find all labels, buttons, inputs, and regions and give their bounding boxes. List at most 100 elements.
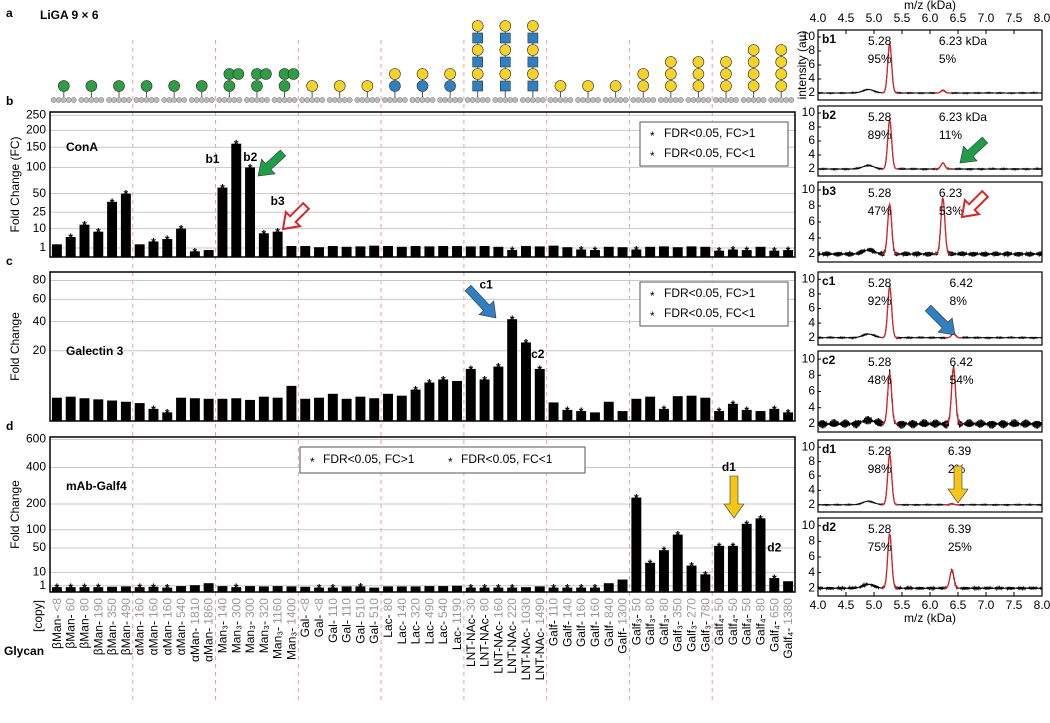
significance-star: * xyxy=(165,233,170,247)
bar xyxy=(189,251,200,257)
phage-bead xyxy=(138,97,145,103)
copy-number: 160 xyxy=(574,598,588,618)
glycan-unit xyxy=(637,68,650,80)
annotation: c2 xyxy=(531,347,545,361)
peak-fit xyxy=(881,533,899,589)
significance-star: * xyxy=(234,581,239,595)
copy-number: 80 xyxy=(754,598,768,612)
copy-number: 300 xyxy=(229,598,243,618)
x-tick-label: Gal- 110 xyxy=(340,598,354,643)
panel-label: b xyxy=(6,94,13,108)
arrow xyxy=(464,284,497,319)
bar xyxy=(534,586,545,592)
bar xyxy=(107,201,118,257)
phage-bead xyxy=(557,97,564,103)
bar xyxy=(120,586,131,592)
bar xyxy=(369,587,380,592)
x-tick-label: βMan- 490 xyxy=(119,598,133,656)
phage-bead xyxy=(492,97,499,103)
category-name: Lac- xyxy=(450,627,464,650)
bar xyxy=(658,550,669,592)
y-tick-label: 150 xyxy=(26,139,46,153)
category-name: Galf₄- xyxy=(767,621,781,652)
significance-star: * xyxy=(496,361,501,375)
bar xyxy=(562,409,573,421)
spectrum-trace xyxy=(817,533,1043,592)
glycan-unit xyxy=(57,80,70,92)
x-tick-label: 5.5 xyxy=(894,11,911,25)
significance-star: * xyxy=(151,581,156,595)
copy-number: 80 xyxy=(77,598,91,612)
significance-star: * xyxy=(689,560,694,574)
phage-bead xyxy=(121,97,127,103)
x-tick-label: 4.5 xyxy=(838,598,855,612)
copy-number: 1300 xyxy=(616,598,630,625)
significance-star: * xyxy=(772,245,777,259)
x-tick-label: LNT-NAc- 1490 xyxy=(533,598,547,681)
bar xyxy=(741,523,752,592)
glycan-unit xyxy=(278,80,291,92)
phage-bead xyxy=(667,97,674,103)
peak-fit xyxy=(881,284,899,339)
significance-star: * xyxy=(786,406,791,420)
y-tick-label: 10 xyxy=(802,518,816,532)
phage-bead xyxy=(176,97,183,103)
annotation: c1 xyxy=(479,277,493,291)
legend-marker: * xyxy=(650,309,655,323)
bar xyxy=(203,583,214,592)
panel-label: a xyxy=(6,6,13,20)
glycan-unit xyxy=(287,68,300,80)
glycan-unit xyxy=(361,80,374,92)
x-tick-label: 5.5 xyxy=(894,598,911,612)
bar xyxy=(617,579,628,592)
x-tick-label: αMan- 1810 xyxy=(188,598,202,662)
bar xyxy=(341,586,352,592)
plot-frame xyxy=(49,436,796,593)
bar xyxy=(65,396,76,421)
peak-percent-label: 98% xyxy=(868,462,892,476)
phage-bead xyxy=(98,97,105,103)
bar xyxy=(755,518,766,592)
glycan-unit xyxy=(720,80,732,92)
spectrum-frame xyxy=(817,350,1043,433)
y-tick-label: 10 xyxy=(802,105,816,119)
phage-bead xyxy=(617,97,624,103)
category-name: Gal- xyxy=(367,621,381,644)
category-name: Galf₃- xyxy=(671,621,685,652)
significance-star: * xyxy=(496,582,501,596)
category-name: LNT-NAc- xyxy=(491,621,505,674)
category-name: Man₃- xyxy=(215,621,229,653)
legend-label: FDR<0.05, FC<1 xyxy=(664,306,756,320)
y-tick-label: 10 xyxy=(802,182,816,196)
y-tick-label: 4 xyxy=(808,400,815,414)
bar xyxy=(548,402,559,421)
x-axis-label: m/z (kDa) xyxy=(904,611,956,625)
bar xyxy=(134,587,145,592)
copy-number: 350 xyxy=(105,598,119,618)
bar xyxy=(231,398,242,421)
phage-bead xyxy=(88,97,95,103)
phage-bead xyxy=(369,97,376,103)
panel-label: c xyxy=(6,254,13,268)
phage-bead xyxy=(193,97,200,103)
phage-bead xyxy=(479,97,486,103)
bar xyxy=(521,246,531,257)
bar xyxy=(589,250,600,257)
glycan-unit xyxy=(747,68,760,80)
glycan-unit xyxy=(775,80,788,92)
glycan-unit xyxy=(85,80,98,92)
x-tick-label: Galf- 160 xyxy=(574,598,588,647)
phage-bead xyxy=(530,97,536,103)
legend-label: FDR<0.05, FC>1 xyxy=(664,126,756,140)
copy-number: 1810 xyxy=(188,598,202,625)
x-tick-label: Galf₃- 50 xyxy=(629,598,643,646)
bar xyxy=(631,497,642,592)
glycan-unit xyxy=(609,80,622,92)
significance-star: * xyxy=(275,226,280,240)
category-name: LNT-NAc- xyxy=(519,628,533,681)
bar xyxy=(176,586,187,592)
x-tick-label: Galf₄- 80 xyxy=(754,598,768,646)
bar xyxy=(700,246,711,257)
y-tick-label: 2 xyxy=(808,416,815,430)
spectrum-label: b3 xyxy=(822,184,836,198)
